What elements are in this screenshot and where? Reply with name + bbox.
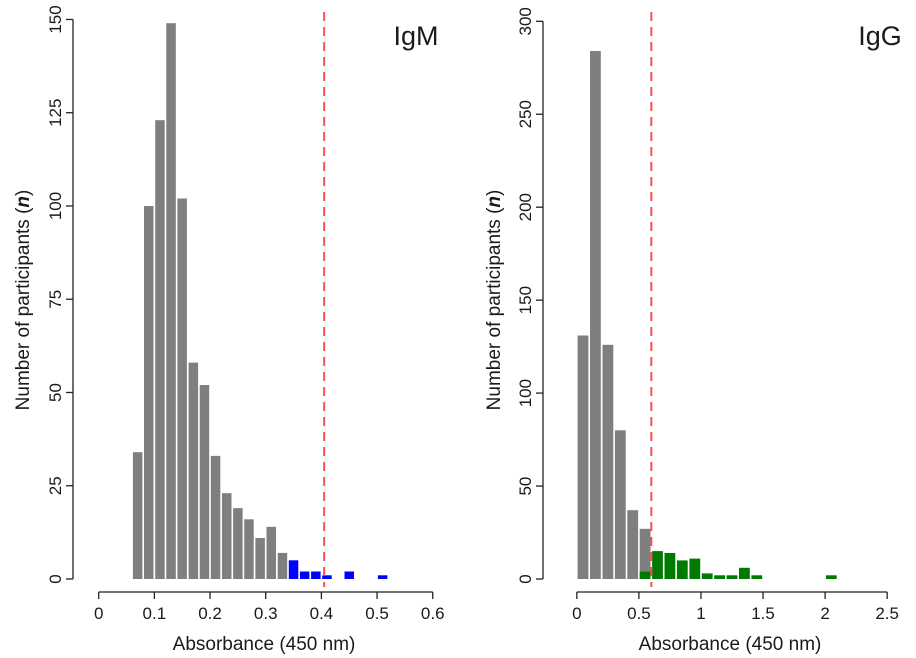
igg-y-tick-label-2: 100: [516, 379, 535, 407]
igg-x-tick-label-4: 2: [820, 604, 829, 623]
igm-bar-15: [299, 571, 310, 579]
igm-bar-2: [155, 120, 165, 579]
igm-y-tick-label-0: 0: [46, 574, 65, 583]
igm-y-tick-label-5: 125: [46, 99, 65, 127]
igm-bar-6: [199, 385, 210, 579]
igg-x-tick-label-5: 2.5: [875, 604, 899, 623]
igg-bar-16: [825, 575, 837, 579]
igm-bar-1: [144, 206, 154, 579]
igg-y-axis-title-prefix: Number of participants (: [484, 207, 505, 410]
igm-y-tick-label-2: 50: [46, 383, 65, 402]
igg-y-axis: 0 50 100 150 200 250 300: [516, 7, 544, 584]
igg-bar-11: [701, 573, 713, 579]
igg-bar-7: [652, 551, 663, 579]
igg-y-tick-label-1: 50: [516, 477, 535, 496]
igm-bar-14: [288, 560, 299, 579]
igg-x-axis-title: Absorbance (450 nm): [639, 634, 822, 655]
igm-x-tick-label-5: 0.5: [365, 604, 389, 623]
igm-bar-4: [177, 198, 187, 579]
igm-x-tick-label-0: 0: [94, 604, 103, 623]
igm-bar-10: [244, 519, 254, 579]
igm-bar-8: [222, 493, 232, 579]
igm-x-axis: 0 0.1 0.2 0.3 0.4 0.5 0.6: [94, 591, 445, 623]
igm-y-tick-label-6: 150: [46, 5, 65, 33]
igg-bar-4: [627, 510, 639, 579]
igg-bar-13: [726, 575, 738, 579]
igm-bar-11: [255, 538, 265, 579]
igm-bar-5: [188, 362, 199, 579]
igm-x-tick-label-6: 0.6: [421, 604, 445, 623]
igg-bars: [577, 51, 837, 579]
igm-bar-0: [132, 452, 143, 579]
igm-panel-label: IgM: [393, 21, 438, 51]
igg-y-axis-title: Number of participants (n): [484, 190, 505, 411]
igg-y-tick-label-6: 300: [516, 7, 535, 35]
igg-x-tick-label-1: 0.5: [627, 604, 651, 623]
igm-bar-16: [311, 571, 321, 579]
igm-bar-9: [233, 508, 243, 579]
igg-bar-8: [664, 553, 676, 579]
igm-y-tick-label-1: 25: [46, 476, 65, 495]
igg-x-tick-label-0: 0: [572, 604, 581, 623]
igm-x-tick-label-1: 0.1: [143, 604, 167, 623]
igg-bar-6: [639, 571, 651, 579]
igm-y-axis-title-suffix: ): [13, 190, 34, 196]
igm-bar-13: [277, 552, 288, 579]
igg-bar-1: [590, 51, 601, 579]
igm-y-axis-title-prefix: Number of participants (: [13, 207, 34, 410]
igg-y-tick-label-0: 0: [516, 574, 535, 583]
igm-y-tick-label-3: 75: [46, 290, 65, 309]
igg-x-tick-label-2: 1: [696, 604, 705, 623]
igm-x-tick-label-3: 0.3: [254, 604, 278, 623]
igm-bar-12: [266, 526, 276, 579]
igg-y-axis-title-var: n: [484, 196, 505, 208]
igm-x-tick-label-2: 0.2: [198, 604, 222, 623]
igm-bar-18: [344, 571, 354, 579]
igg-x-tick-label-3: 1.5: [751, 604, 775, 623]
igg-bar-9: [676, 560, 688, 579]
igm-bar-19: [377, 575, 388, 579]
igm-bar-3: [166, 23, 176, 579]
igg-histogram-panel: IgG 0 0.5 1 1.5 2 2.5 0 50 100 150 200 250 300 Abso…: [484, 7, 902, 655]
igm-y-tick-label-4: 100: [46, 192, 65, 220]
igg-y-tick-label-3: 150: [516, 286, 535, 314]
igg-bar-15: [751, 575, 763, 579]
igm-y-axis: 0 25 50 75 100 125 150: [46, 5, 74, 584]
igg-bar-2: [602, 344, 614, 579]
igm-bars: [132, 23, 388, 579]
igg-bar-0: [577, 335, 589, 579]
igg-bar-5: [639, 528, 651, 579]
igg-x-axis: 0 0.5 1 1.5 2 2.5: [572, 591, 899, 623]
igg-y-axis-title-suffix: ): [484, 190, 505, 196]
igg-bar-3: [614, 430, 626, 579]
igg-bar-14: [739, 567, 750, 579]
igg-y-tick-label-4: 200: [516, 193, 535, 221]
igm-y-axis-title: Number of participants (n): [13, 190, 34, 411]
igg-bar-10: [689, 558, 701, 579]
igg-y-tick-label-5: 250: [516, 100, 535, 128]
igm-bar-7: [210, 455, 221, 579]
igm-x-tick-label-4: 0.4: [310, 604, 334, 623]
igm-y-axis-title-var: n: [13, 196, 34, 208]
igg-panel-label: IgG: [858, 21, 902, 51]
igm-bar-17: [322, 575, 332, 579]
igm-x-axis-title: Absorbance (450 nm): [173, 634, 356, 655]
igg-bar-12: [714, 575, 725, 579]
igm-histogram-panel: IgM 0 0.1 0.2 0.3 0.4 0.5 0.6 0 25 50 75 100 125 150…: [13, 5, 445, 655]
